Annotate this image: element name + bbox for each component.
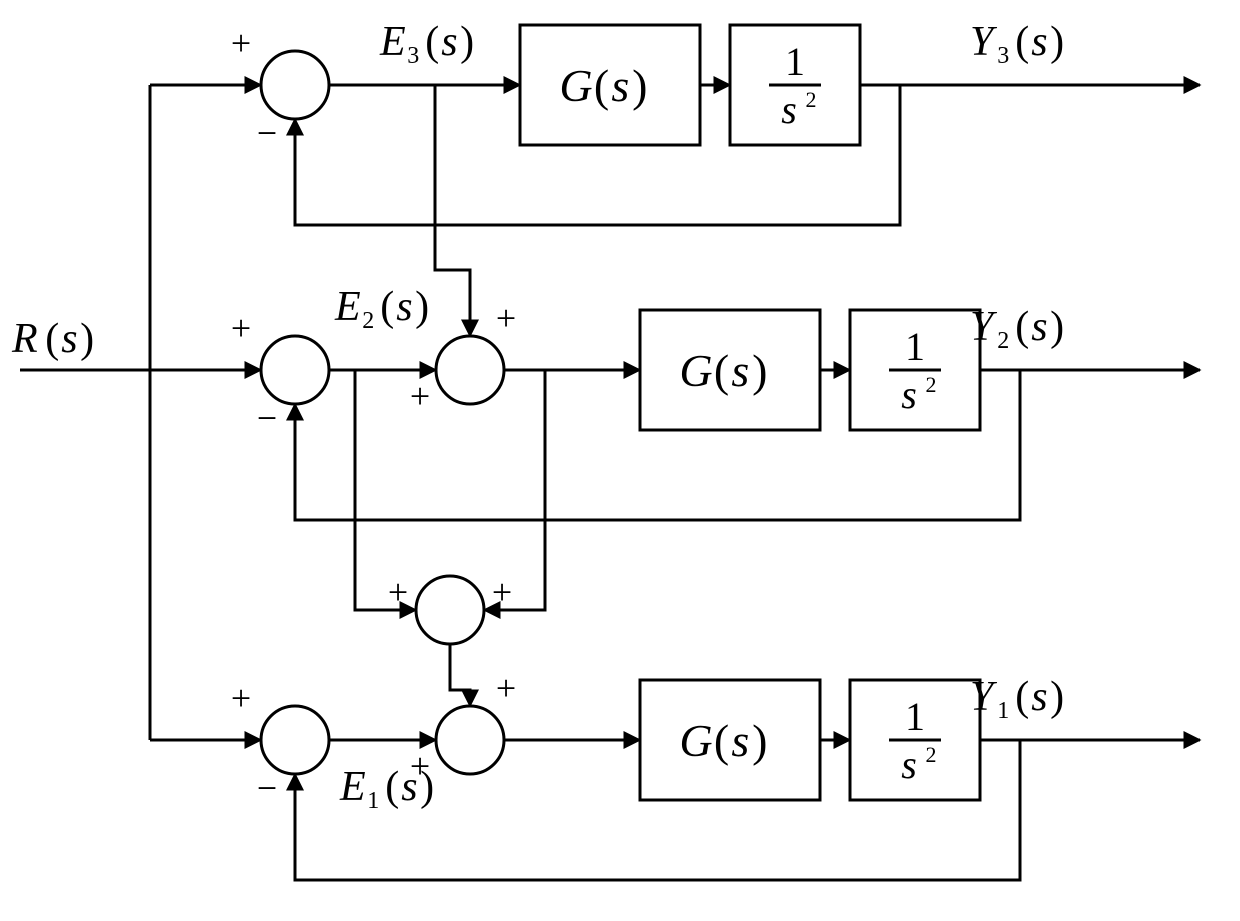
summing-junction-1-b: [436, 706, 504, 774]
svg-text:1: 1: [905, 324, 925, 369]
svg-text:2: 2: [806, 87, 817, 112]
summing-junction-2-a: [261, 336, 329, 404]
svg-text:): ): [415, 284, 429, 330]
mid-summing-junction: [416, 576, 484, 644]
summing-junction-3-a: [261, 51, 329, 119]
g-block-label: G(s): [559, 60, 647, 111]
output-label-3: Y3(s): [970, 19, 1064, 69]
summing-junction-2-b: [436, 336, 504, 404]
svg-text:s: s: [611, 60, 629, 111]
svg-text:G: G: [559, 60, 592, 111]
svg-text:1: 1: [367, 788, 379, 814]
plus-sum2-top-1: +: [496, 668, 516, 708]
svg-text:Y: Y: [970, 304, 998, 350]
svg-text:): ): [80, 316, 94, 362]
plus-in-1: +: [231, 678, 251, 718]
svg-text:s: s: [441, 19, 457, 65]
e3-to-sum2-loop2: [435, 85, 470, 336]
svg-text:2: 2: [926, 372, 937, 397]
g-block: [640, 680, 820, 800]
svg-text:s: s: [731, 345, 749, 396]
g-block-label: G(s): [679, 345, 767, 396]
svg-text:3: 3: [997, 43, 1009, 69]
g-block: [520, 25, 700, 145]
svg-text:E: E: [334, 284, 361, 330]
svg-text:(: (: [425, 19, 439, 65]
output-label-2: Y2(s): [970, 304, 1064, 354]
g-block: [640, 310, 820, 430]
svg-text:Y: Y: [970, 19, 998, 65]
plus-sum2-left-1: +: [410, 746, 430, 786]
svg-text:s: s: [901, 742, 917, 787]
svg-text:): ): [632, 60, 647, 111]
summing-junction-1-a: [261, 706, 329, 774]
output-label-1: Y1(s): [970, 674, 1064, 724]
svg-text:1: 1: [997, 698, 1009, 724]
svg-text:(: (: [385, 764, 399, 810]
svg-text:G: G: [679, 715, 712, 766]
plus-in-2: +: [231, 308, 251, 348]
svg-text:2: 2: [997, 328, 1009, 354]
svg-text:): ): [1050, 674, 1064, 720]
svg-text:s: s: [1031, 19, 1047, 65]
svg-text:(: (: [380, 284, 394, 330]
svg-text:(: (: [1015, 304, 1029, 350]
g-block-label: G(s): [679, 715, 767, 766]
svg-text:s: s: [731, 715, 749, 766]
svg-text:): ): [752, 345, 767, 396]
error-label-2: E2(s): [334, 284, 429, 334]
svg-text:s: s: [1031, 304, 1047, 350]
svg-text:3: 3: [407, 43, 419, 69]
input-label: R(s): [11, 316, 94, 362]
midsum-to-sum2-loop1: [450, 644, 470, 706]
svg-text:E: E: [379, 19, 406, 65]
svg-text:1: 1: [905, 694, 925, 739]
svg-text:(: (: [45, 316, 59, 362]
minus-fb-1: −: [257, 768, 277, 808]
svg-text:s: s: [61, 316, 77, 362]
svg-text:): ): [752, 715, 767, 766]
svg-text:): ): [1050, 19, 1064, 65]
svg-text:s: s: [901, 372, 917, 417]
svg-text:s: s: [1031, 674, 1047, 720]
svg-text:E: E: [339, 764, 366, 810]
svg-text:(: (: [714, 345, 729, 396]
plus-mid-right: +: [492, 572, 512, 612]
svg-text:G: G: [679, 345, 712, 396]
svg-text:(: (: [714, 715, 729, 766]
svg-text:s: s: [781, 87, 797, 132]
svg-text:Y: Y: [970, 674, 998, 720]
svg-text:): ): [460, 19, 474, 65]
svg-text:2: 2: [362, 308, 374, 334]
minus-fb-3: −: [257, 113, 277, 153]
error-label-3: E3(s): [379, 19, 474, 69]
plus-in-3: +: [231, 23, 251, 63]
svg-text:R: R: [11, 316, 38, 362]
svg-text:): ): [1050, 304, 1064, 350]
svg-text:1: 1: [785, 39, 805, 84]
minus-fb-2: −: [257, 398, 277, 438]
svg-text:(: (: [1015, 19, 1029, 65]
plus-sum2-left-2: +: [410, 376, 430, 416]
svg-text:2: 2: [926, 742, 937, 767]
plus-mid-left: +: [388, 572, 408, 612]
svg-text:(: (: [1015, 674, 1029, 720]
svg-text:(: (: [594, 60, 609, 111]
svg-text:s: s: [396, 284, 412, 330]
plus-sum2-top-2: +: [496, 298, 516, 338]
